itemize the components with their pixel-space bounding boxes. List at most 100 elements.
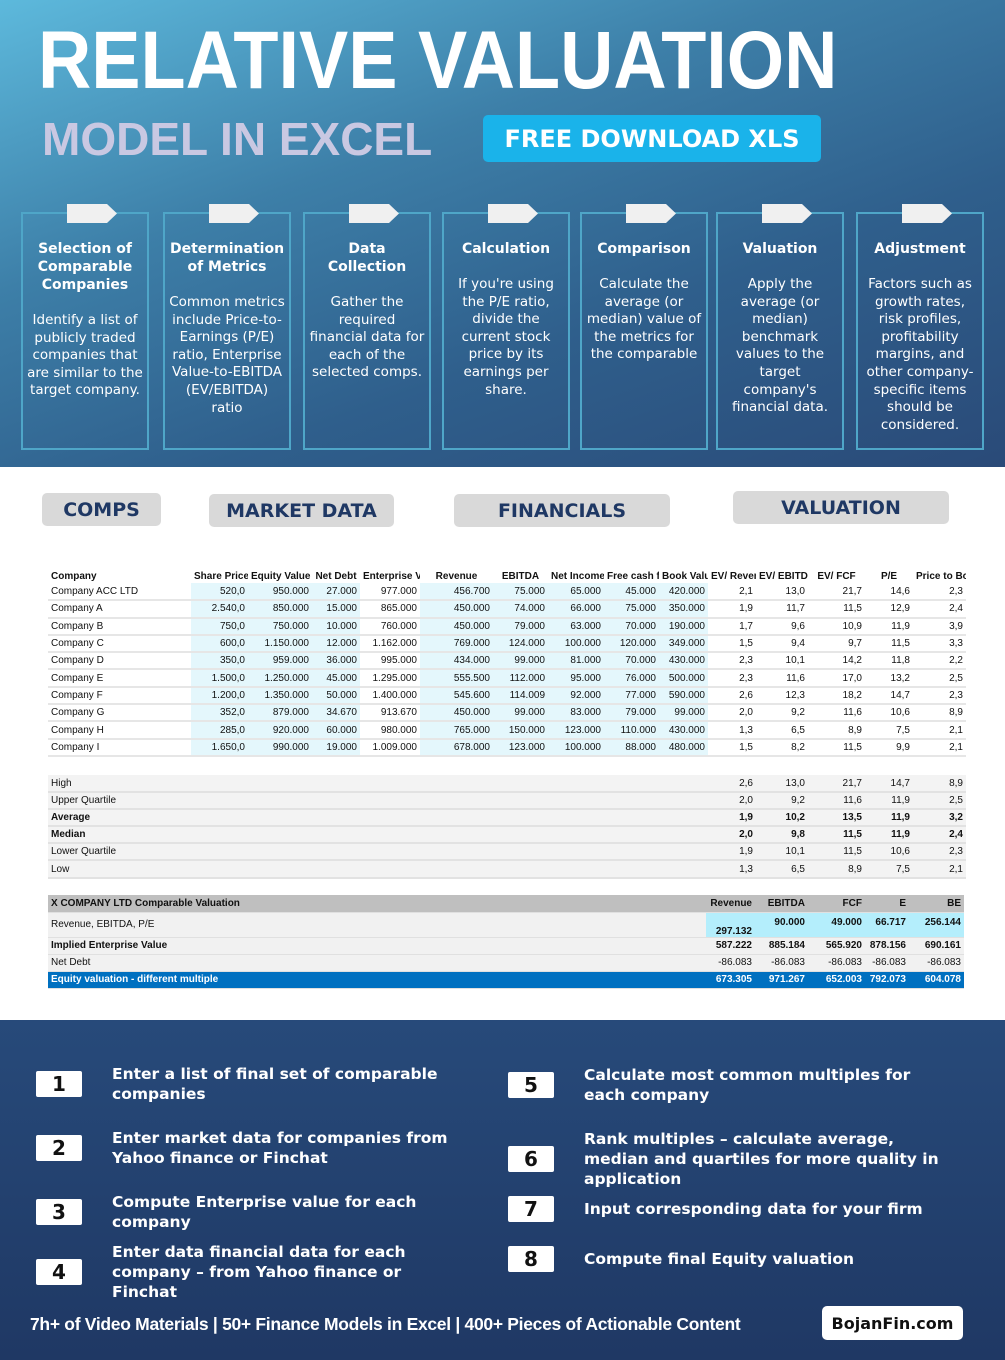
- process-card: Valuation Apply the average (or median) b…: [716, 204, 844, 450]
- stats-value: 2,4: [913, 826, 966, 845]
- table-cell: 350.000: [659, 600, 708, 619]
- card-text: Apply the average (or median) benchmark …: [731, 276, 829, 416]
- table-row: Company ACC LTD 520,0 950.000 27.000 977.000…: [48, 583, 966, 602]
- table-cell: 12,9: [865, 600, 913, 619]
- table-cell: 456.700: [420, 583, 493, 602]
- column-header: Share Price: [194, 570, 248, 582]
- section-financials: FINANCIALS: [454, 494, 670, 527]
- table-cell: 2,3: [913, 583, 966, 602]
- step-text: Compute Enterprise value for each compan…: [112, 1193, 417, 1231]
- table-cell: 8,9: [808, 721, 865, 740]
- table-cell: 434.000: [420, 652, 493, 671]
- valuation-value: 565.920: [808, 937, 865, 955]
- stats-value: 1,9: [708, 809, 756, 828]
- free-download-button[interactable]: FREE DOWNLOAD XLS: [483, 115, 821, 162]
- stats-value: 6,5: [756, 860, 808, 879]
- valuation-value: 604.078: [909, 971, 964, 989]
- table-cell: 1,3: [708, 721, 756, 740]
- stats-value: 9,2: [756, 792, 808, 811]
- footer-tagline: 7h+ of Video Materials | 50+ Finance Mod…: [30, 1314, 741, 1334]
- stats-value: 11,5: [808, 826, 865, 845]
- table-row: Company D 350,0 959.000 36.000 995.000 434.00…: [48, 652, 966, 671]
- steps-panel: [0, 1020, 1005, 1360]
- table-cell: 765.000: [420, 721, 493, 740]
- company-name: Company E: [48, 669, 191, 688]
- card-text: If you're using the P/E ratio, divide th…: [458, 276, 554, 398]
- table-cell: 3,9: [913, 617, 966, 636]
- row-label: Implied Enterprise Value: [48, 937, 706, 955]
- process-card: Comparison Calculate the average (or medi…: [580, 204, 708, 450]
- step-item: 6 Rank multiples – calculate average, med…: [508, 1129, 948, 1189]
- step-item: 4 Enter data financial data for each comp…: [36, 1242, 466, 1302]
- row-label: Equity valuation - different multiple: [48, 971, 706, 989]
- table-cell: 545.600: [420, 686, 493, 706]
- stats-value: 3,2: [913, 809, 966, 828]
- table-cell: 99.000: [493, 704, 548, 723]
- step-number: 5: [508, 1072, 554, 1098]
- stats-row: Median 2,0 9,8 11,5 11,9 2,4: [48, 826, 966, 845]
- valuation-value[interactable]: 66.717: [865, 912, 909, 938]
- table-cell: 990.000: [248, 738, 312, 757]
- page-subtitle: MODEL IN EXCEL: [42, 113, 433, 165]
- valuation-value: -86.083: [755, 954, 808, 972]
- table-cell: 430.000: [659, 721, 708, 740]
- column-header: EV/ Revenue: [711, 570, 756, 582]
- valuation-value: 885.184: [755, 937, 808, 955]
- summary-stats-table: High 2,6 13,0 21,7 14,7 8,9 Upper Quartile 2,0 9…: [48, 775, 966, 879]
- table-cell: 17,0: [808, 669, 865, 688]
- table-cell: 120.000: [604, 634, 659, 654]
- table-cell: 11,9: [865, 617, 913, 636]
- table-cell: 8,9: [913, 704, 966, 723]
- arrow-tab-icon: [762, 204, 812, 223]
- company-name: Company ACC LTD: [48, 583, 191, 602]
- stats-value: 10,6: [865, 843, 913, 862]
- company-name: Company F: [48, 686, 191, 706]
- step-item: 3 Compute Enterprise value for each compa…: [36, 1192, 466, 1232]
- step-item: 8 Compute final Equity valuation: [508, 1246, 948, 1272]
- table-cell: 63.000: [548, 617, 604, 636]
- step-text: Input corresponding data for your firm: [584, 1200, 923, 1218]
- column-header: Net Debt: [315, 570, 357, 582]
- hero-banner: RELATIVE VALUATION MODEL IN EXCEL FREE D…: [0, 0, 1005, 467]
- valuation-value[interactable]: 256.144: [909, 912, 964, 938]
- valuation-title: X COMPANY LTD Comparable Valuation: [48, 895, 706, 913]
- table-cell: 21,7: [808, 583, 865, 602]
- brand-link[interactable]: BojanFin.com: [822, 1306, 963, 1340]
- table-cell: 45.000: [604, 583, 659, 602]
- table-cell: 1.500,0: [191, 669, 248, 688]
- table-cell: 980.000: [360, 721, 420, 740]
- valuation-value[interactable]: 90.000: [755, 912, 808, 938]
- table-cell: 50.000: [312, 686, 360, 706]
- arrow-tab-icon: [488, 204, 538, 223]
- valuation-value: -86.083: [808, 954, 865, 972]
- stats-value: 21,7: [808, 775, 865, 794]
- step-item: 2 Enter market data for companies from Ya…: [36, 1128, 466, 1168]
- stats-value: 2,3: [913, 843, 966, 862]
- card-title: Data Collection: [327, 241, 407, 275]
- table-cell: 77.000: [604, 686, 659, 706]
- table-cell: 2,0: [708, 704, 756, 723]
- card-title: Determination of Metrics: [169, 241, 285, 275]
- valuation-value: -86.083: [865, 954, 909, 972]
- comparable-valuation-table: X COMPANY LTD Comparable Valuation Revenu…: [48, 895, 964, 989]
- table-cell: 100.000: [548, 634, 604, 654]
- table-row: Company B 750,0 750.000 10.000 760.000 450.00…: [48, 617, 966, 636]
- table-cell: 10,6: [865, 704, 913, 723]
- table-cell: 190.000: [659, 617, 708, 636]
- stats-value: 1,9: [708, 843, 756, 862]
- stats-label: Lower Quartile: [48, 843, 708, 862]
- column-header: E: [865, 895, 909, 913]
- process-card: Adjustment Factors such as growth rates, …: [856, 204, 984, 450]
- table-cell: 879.000: [248, 704, 312, 723]
- table-cell: 1.250.000: [248, 669, 312, 688]
- valuation-row: Implied Enterprise Value 587.222 885.184 56…: [48, 937, 964, 955]
- card-title: Valuation: [742, 241, 818, 257]
- table-cell: 1.162.000: [360, 634, 420, 654]
- valuation-value[interactable]: 297.132: [706, 912, 755, 938]
- table-cell: 2,3: [913, 686, 966, 706]
- valuation-value: -86.083: [706, 954, 755, 972]
- column-header: Book Value of Equity: [662, 570, 708, 582]
- table-cell: 2.540,0: [191, 600, 248, 619]
- table-cell: 2,5: [913, 669, 966, 688]
- valuation-value[interactable]: 49.000: [808, 912, 865, 938]
